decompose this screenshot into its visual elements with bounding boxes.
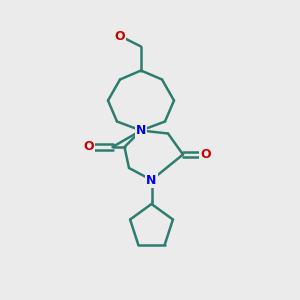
Text: N: N xyxy=(146,173,157,187)
Text: N: N xyxy=(136,124,146,137)
Text: O: O xyxy=(83,140,94,154)
Text: O: O xyxy=(200,148,211,161)
Text: O: O xyxy=(115,29,125,43)
